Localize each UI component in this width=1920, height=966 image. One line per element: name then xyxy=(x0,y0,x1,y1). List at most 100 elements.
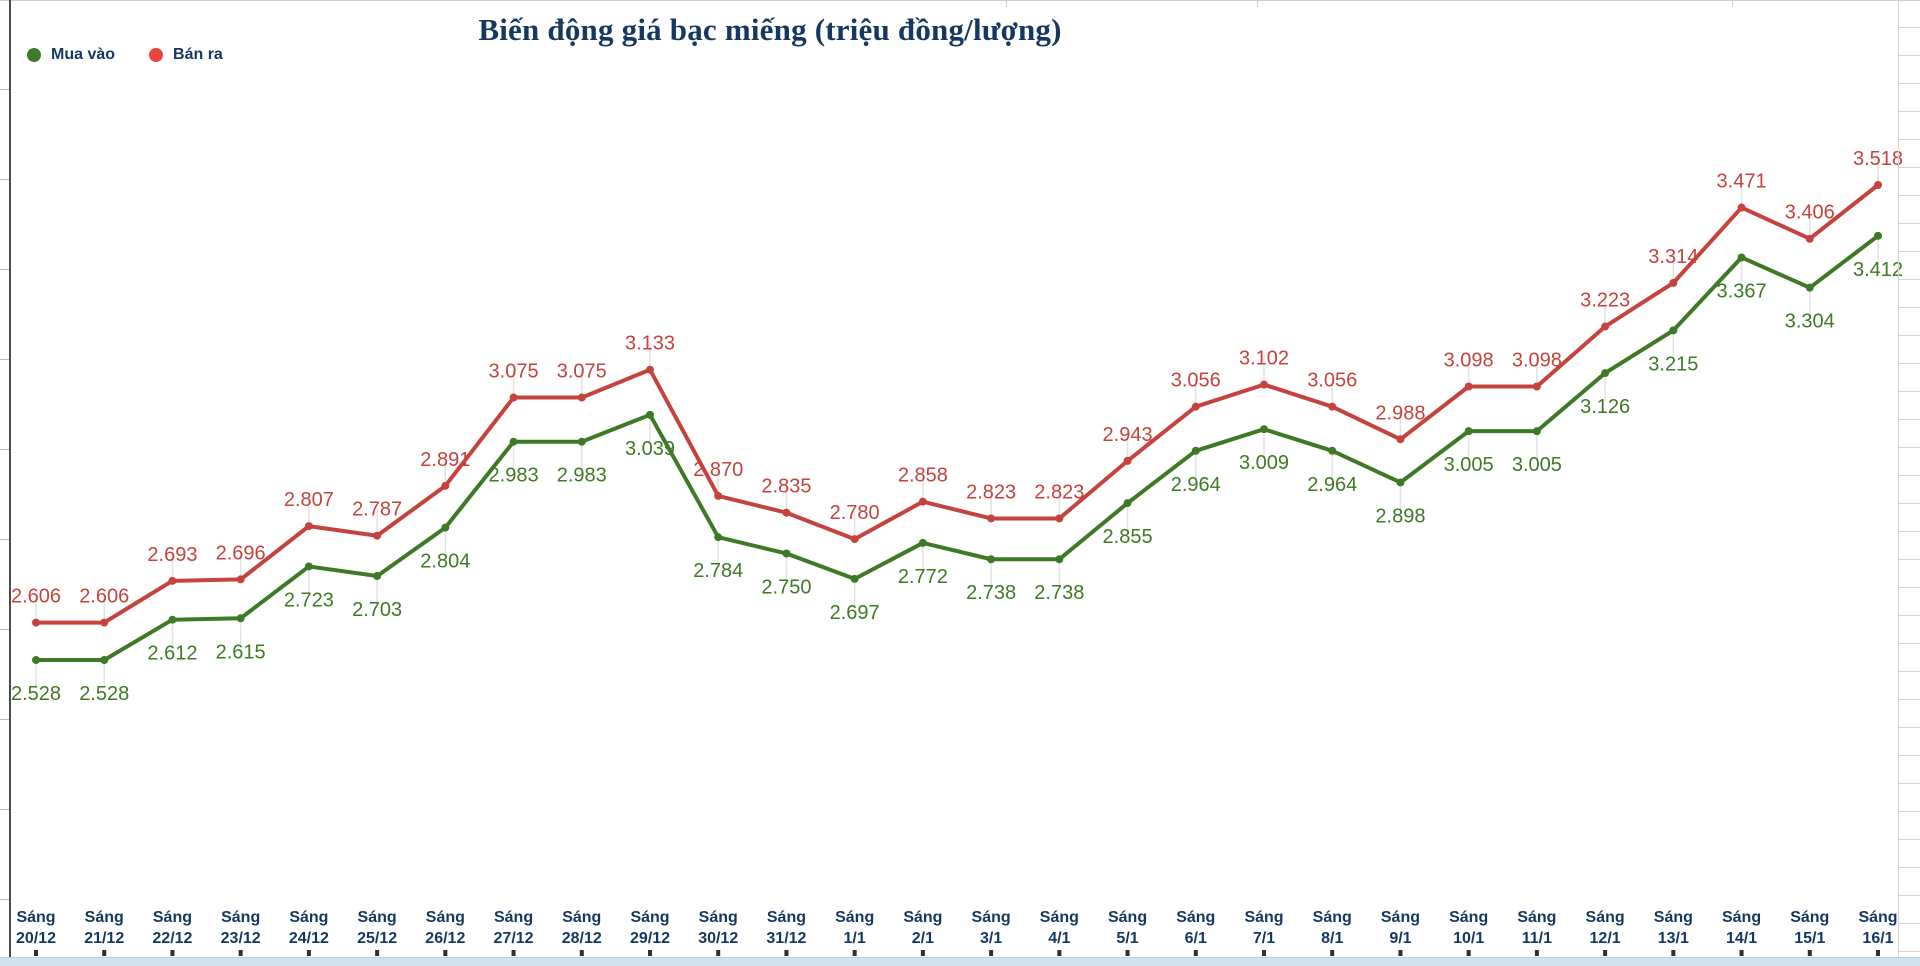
data-point-marker[interactable] xyxy=(714,533,723,542)
data-point-marker[interactable] xyxy=(1464,382,1473,391)
value-label: 2.772 xyxy=(898,566,948,588)
data-point-marker[interactable] xyxy=(646,410,654,419)
x-axis-tick xyxy=(1330,950,1335,956)
data-point-marker[interactable] xyxy=(1191,402,1200,411)
data-point-marker[interactable] xyxy=(1328,446,1337,455)
value-label: 2.898 xyxy=(1375,505,1425,527)
data-point-marker[interactable] xyxy=(1055,514,1064,523)
data-point-marker[interactable] xyxy=(441,523,450,532)
data-point-marker[interactable] xyxy=(1260,380,1268,389)
data-point-marker[interactable] xyxy=(987,514,996,523)
data-point-marker[interactable] xyxy=(577,393,586,402)
value-label: 2.696 xyxy=(216,542,266,564)
data-point-marker[interactable] xyxy=(1874,181,1882,189)
x-axis-tick xyxy=(375,950,380,956)
value-label: 2.528 xyxy=(11,683,61,705)
data-point-marker[interactable] xyxy=(1396,478,1405,487)
data-point-marker[interactable] xyxy=(646,365,654,374)
data-point-marker[interactable] xyxy=(1669,278,1678,287)
data-point-marker[interactable] xyxy=(304,522,313,531)
data-point-marker[interactable] xyxy=(236,575,245,584)
data-point-marker[interactable] xyxy=(32,618,40,627)
value-label: 2.983 xyxy=(557,465,607,487)
x-axis-tick xyxy=(989,950,994,956)
top-border-line xyxy=(0,0,1920,1)
data-point-marker[interactable] xyxy=(304,562,313,571)
value-label: 3.314 xyxy=(1648,246,1698,268)
chart-legend: Mua vào Bán ra xyxy=(27,46,223,64)
x-axis-label: Sáng 5/1 xyxy=(1108,909,1147,947)
data-point-marker[interactable] xyxy=(1805,234,1814,243)
data-point-marker[interactable] xyxy=(850,535,859,544)
data-point-marker[interactable] xyxy=(100,656,109,664)
value-label: 2.823 xyxy=(966,481,1016,503)
data-point-marker[interactable] xyxy=(509,393,518,402)
x-axis-label: Sáng 11/1 xyxy=(1517,909,1556,947)
data-point-marker[interactable] xyxy=(1123,456,1132,465)
x-axis-label: Sáng 14/1 xyxy=(1722,909,1761,947)
value-label: 2.983 xyxy=(489,465,539,487)
data-point-marker[interactable] xyxy=(782,508,791,517)
x-axis-tick xyxy=(716,950,721,956)
data-point-marker[interactable] xyxy=(1532,427,1541,436)
data-point-marker[interactable] xyxy=(577,437,586,446)
value-label: 2.738 xyxy=(1034,582,1084,604)
data-point-marker[interactable] xyxy=(850,574,859,583)
data-point-marker[interactable] xyxy=(1260,425,1268,434)
data-point-marker[interactable] xyxy=(1123,499,1132,508)
top-grid-stub xyxy=(1732,0,1733,7)
value-label: 2.964 xyxy=(1171,474,1221,496)
x-axis-tick xyxy=(1671,950,1676,956)
data-point-marker[interactable] xyxy=(1055,555,1064,564)
data-point-marker[interactable] xyxy=(1737,203,1746,212)
x-axis-label: Sáng 26/12 xyxy=(425,909,465,947)
x-axis-tick xyxy=(920,950,925,956)
data-point-marker[interactable] xyxy=(168,576,177,585)
data-point-marker[interactable] xyxy=(782,549,791,558)
data-point-marker[interactable] xyxy=(1464,427,1473,436)
data-point-marker[interactable] xyxy=(100,618,109,627)
data-point-marker[interactable] xyxy=(32,656,40,664)
data-point-marker[interactable] xyxy=(441,481,450,490)
data-point-marker[interactable] xyxy=(1601,322,1610,331)
value-label: 2.615 xyxy=(216,641,266,663)
data-point-marker[interactable] xyxy=(373,572,382,581)
data-point-marker[interactable] xyxy=(918,497,927,506)
data-point-marker[interactable] xyxy=(509,437,518,446)
data-point-marker[interactable] xyxy=(1737,253,1746,262)
x-axis-tick xyxy=(102,950,107,956)
legend-item-mua-vao[interactable]: Mua vào xyxy=(27,46,115,64)
data-point-marker[interactable] xyxy=(1874,231,1882,240)
x-axis-tick xyxy=(1534,950,1539,956)
data-point-marker[interactable] xyxy=(373,531,382,540)
data-point-marker[interactable] xyxy=(1805,283,1814,292)
data-point-marker[interactable] xyxy=(1191,446,1200,455)
x-axis-label: Sáng 23/12 xyxy=(221,909,261,947)
data-point-marker[interactable] xyxy=(714,491,723,500)
legend-item-ban-ra[interactable]: Bán ra xyxy=(149,46,223,64)
data-point-marker[interactable] xyxy=(1396,435,1405,444)
value-label: 2.964 xyxy=(1307,474,1357,496)
data-point-marker[interactable] xyxy=(918,538,927,547)
data-point-marker[interactable] xyxy=(987,555,996,564)
value-label: 2.870 xyxy=(693,459,743,481)
value-label: 2.723 xyxy=(284,589,334,611)
data-point-marker[interactable] xyxy=(1601,369,1610,378)
data-point-marker[interactable] xyxy=(236,614,245,623)
data-point-marker[interactable] xyxy=(168,615,177,624)
x-axis-label: Sáng 8/1 xyxy=(1313,909,1352,947)
x-axis-tick xyxy=(1398,950,1403,956)
x-axis-tick xyxy=(1876,950,1880,956)
x-axis-tick xyxy=(1193,950,1198,956)
value-label: 2.612 xyxy=(147,643,197,665)
data-point-marker[interactable] xyxy=(1669,326,1678,335)
value-label: 3.518 xyxy=(1853,148,1903,170)
data-point-marker[interactable] xyxy=(1328,402,1337,411)
value-label: 2.823 xyxy=(1034,481,1084,503)
value-label: 3.098 xyxy=(1444,350,1494,372)
x-axis-label: Sáng 6/1 xyxy=(1176,909,1215,947)
data-point-marker[interactable] xyxy=(1532,382,1541,391)
x-axis-label: Sáng 22/12 xyxy=(152,909,192,947)
